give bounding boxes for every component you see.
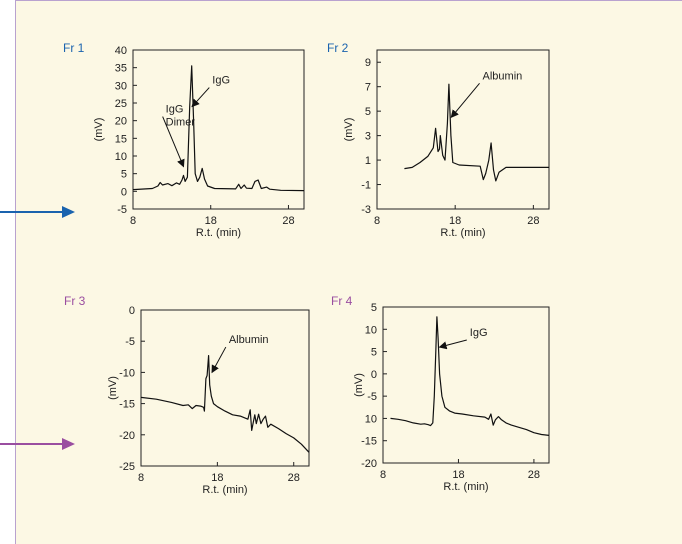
y-tick-label: 10 [365, 413, 377, 425]
y-tick-label: -5 [367, 391, 377, 403]
y-tick-label: -5 [125, 336, 135, 348]
y-tick-label: 30 [115, 80, 127, 92]
y-tick-label: -25 [119, 461, 135, 473]
y-tick-label: 10 [115, 151, 127, 163]
annotation-arrow [162, 116, 185, 168]
chart-2: Fr 2 -3 -1 1 3 5 7 9 8 18 28 R.t. (min) (mV) Albumin [327, 41, 550, 239]
y-tick-label: 0 [371, 369, 377, 381]
y-axis-label: (mV) [343, 118, 355, 142]
y-tick-label: 7 [365, 82, 371, 94]
chart-3: Fr 3 -25 -20 -15 -10 -5 0 8 18 28 R.t. (min) (mV) Al… [64, 294, 310, 496]
x-tick-label: 8 [138, 472, 144, 484]
x-axis-label: R.t. (min) [196, 227, 241, 239]
chart-1: Fr 1 -5 0 5 10 15 20 25 30 35 40 8 18 28 R.t. (min) (mV… [63, 41, 305, 239]
fraction-label: Fr 1 [63, 41, 85, 55]
x-axis-label: R.t. (min) [202, 484, 247, 496]
y-tick-label: 1 [365, 155, 371, 167]
y-tick-label: 10 [365, 324, 377, 336]
y-tick-label: 40 [115, 45, 127, 57]
annotation-label: IgG [470, 327, 488, 339]
y-tick-label: -15 [361, 436, 377, 448]
y-tick-label: 35 [115, 63, 127, 75]
annotation-arrow [191, 87, 210, 108]
annotation-arrow [438, 339, 467, 350]
trace-line [140, 355, 310, 453]
annotation-label: IgG [212, 75, 230, 87]
y-tick-label: 5 [365, 106, 371, 118]
x-axis-label: R.t. (min) [440, 227, 485, 239]
y-tick-label: -20 [361, 458, 377, 470]
y-tick-label: -15 [119, 399, 135, 411]
trace-line [404, 83, 549, 182]
y-tick-label: 0 [121, 186, 127, 198]
arrow-head-purple [62, 438, 75, 450]
y-tick-label: -3 [361, 204, 371, 216]
x-tick-label: 18 [205, 215, 217, 227]
plot-frame [140, 309, 310, 467]
plot-frame [382, 306, 550, 464]
fraction-label: Fr 4 [331, 294, 353, 308]
x-axis-label: R.t. (min) [443, 481, 488, 493]
y-axis-label: (mV) [93, 118, 105, 142]
y-tick-label: -1 [361, 180, 371, 192]
y-tick-label: 3 [365, 131, 371, 143]
annotation-arrow [211, 346, 227, 374]
plot-frame [132, 49, 305, 210]
x-tick-label: 28 [282, 215, 294, 227]
y-axis-label: (mV) [107, 376, 119, 400]
x-tick-label: 18 [449, 215, 461, 227]
annotation-label: Albumin [483, 70, 523, 82]
arrow-head-blue [62, 206, 75, 218]
x-tick-label: 28 [527, 215, 539, 227]
y-tick-label: -10 [119, 367, 135, 379]
y-tick-label: -5 [117, 204, 127, 216]
x-tick-label: 28 [528, 469, 540, 481]
x-tick-label: 8 [374, 215, 380, 227]
y-tick-label: -20 [119, 430, 135, 442]
fraction-label: Fr 3 [64, 294, 86, 308]
x-tick-label: 8 [380, 469, 386, 481]
annotation-label: IgG [166, 104, 184, 116]
fraction-label: Fr 2 [327, 41, 349, 55]
plot-frame [376, 49, 550, 210]
y-tick-label: 20 [115, 116, 127, 128]
chart-4: Fr 4 5 10 5 0 -5 10 -15 -208 18 28 R.t. (min) (mV) Ig… [331, 294, 550, 493]
x-tick-label: 18 [211, 472, 223, 484]
figure-panel [15, 0, 682, 544]
y-tick-label: 5 [371, 302, 377, 314]
y-tick-label: 15 [115, 133, 127, 145]
annotation-label: Albumin [229, 334, 269, 346]
y-tick-label: 9 [365, 57, 371, 69]
x-tick-label: 8 [130, 215, 136, 227]
y-tick-label: 5 [121, 169, 127, 181]
trace-line [132, 65, 305, 192]
y-tick-label: 0 [129, 305, 135, 317]
y-tick-label: 25 [115, 98, 127, 110]
x-tick-label: 18 [452, 469, 464, 481]
trace-line [390, 316, 550, 436]
x-tick-label: 28 [288, 472, 300, 484]
annotation-label: Dimer [166, 116, 196, 128]
y-axis-label: (mV) [353, 373, 365, 397]
y-tick-label: 5 [371, 347, 377, 359]
annotation-arrow [450, 83, 480, 119]
